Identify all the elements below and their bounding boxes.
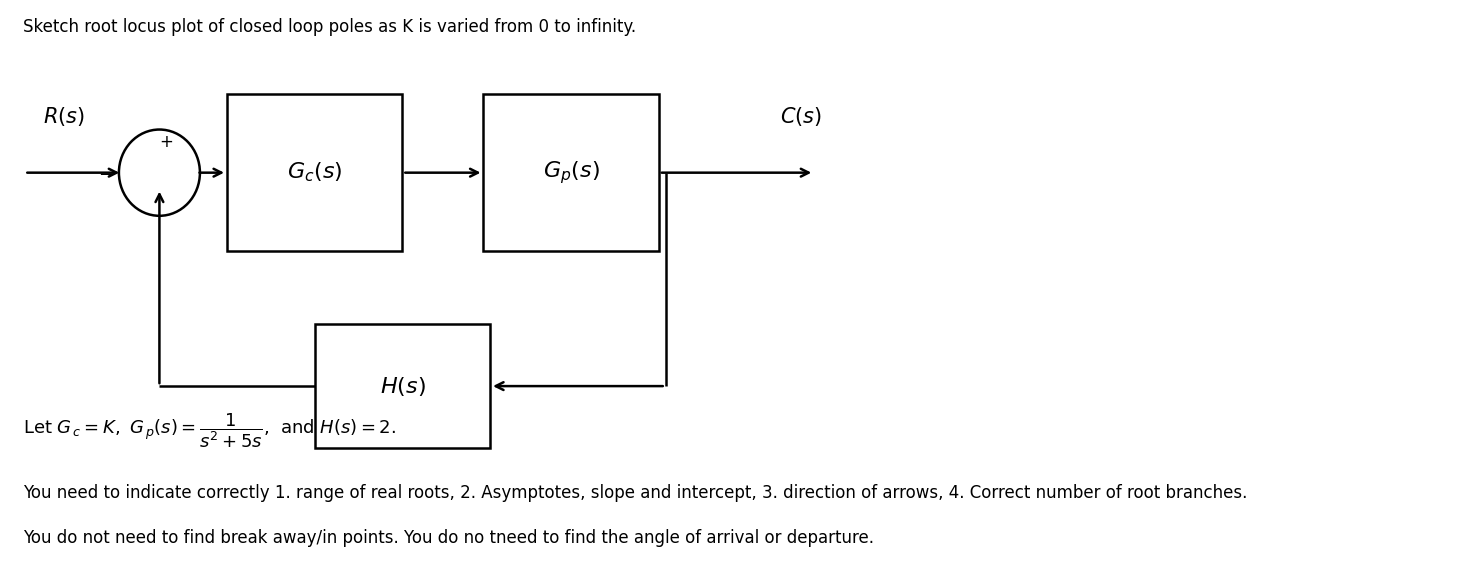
Text: Let $G_{\,c}=K,\ G_{\,p}(s)=\dfrac{1}{s^2+5s}$,  and $H(s)=2.$: Let $G_{\,c}=K,\ G_{\,p}(s)=\dfrac{1}{s^… (23, 412, 397, 450)
Text: $C(s)$: $C(s)$ (780, 105, 821, 128)
Bar (227, 94, 403, 251)
Text: Sketch root locus plot of closed loop poles as K is varied from 0 to infinity.: Sketch root locus plot of closed loop po… (23, 18, 637, 36)
Text: $G_c(s)$: $G_c(s)$ (287, 161, 343, 185)
Bar (315, 324, 490, 448)
Text: $R(s)$: $R(s)$ (42, 105, 85, 128)
Text: −: − (98, 166, 113, 185)
Text: You do not need to find break away/in points. You do no tneed to find the angle : You do not need to find break away/in po… (23, 529, 874, 547)
Text: $H(s)$: $H(s)$ (379, 374, 425, 398)
Text: +: + (160, 133, 173, 151)
Text: You need to indicate correctly 1. range of real roots, 2. Asymptotes, slope and : You need to indicate correctly 1. range … (23, 484, 1247, 502)
Ellipse shape (119, 129, 201, 216)
Bar (483, 94, 659, 251)
Text: $G_p(s)$: $G_p(s)$ (543, 159, 600, 186)
